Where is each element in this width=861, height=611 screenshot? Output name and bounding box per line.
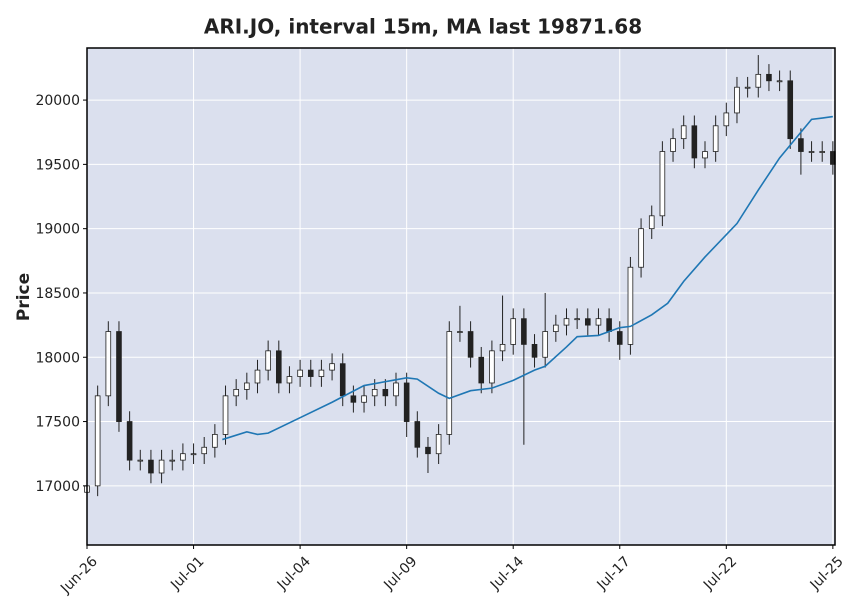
x-tick-label: Jul-09 — [380, 554, 420, 594]
candle-body — [425, 446, 431, 455]
candle-body — [233, 389, 239, 397]
x-tick-label: Jul-01 — [167, 554, 207, 594]
candle-body — [606, 318, 612, 332]
candle-body — [297, 369, 303, 377]
candle-body — [414, 421, 421, 448]
candle-body — [116, 331, 122, 422]
candle-body — [819, 151, 826, 153]
candle-body — [307, 369, 314, 377]
y-axis-label: Price — [14, 273, 34, 321]
candle-body — [585, 318, 591, 326]
candle-body — [244, 382, 250, 390]
candle-body — [510, 318, 517, 345]
candle-body — [339, 363, 346, 397]
candle-body — [691, 125, 698, 159]
x-tick-label: Jul-22 — [700, 554, 740, 594]
candle-body — [435, 434, 442, 455]
candle-body — [446, 331, 453, 435]
candle-body — [403, 382, 410, 422]
chart-title: ARI.JO, interval 15m, MA last 19871.68 — [204, 15, 642, 39]
candle-body — [275, 350, 282, 384]
candle-body — [94, 395, 101, 487]
x-tick-label: Jul-14 — [487, 554, 527, 594]
y-tick-label: 20000 — [35, 93, 80, 109]
candle-body — [212, 434, 218, 448]
candle-body — [798, 138, 804, 152]
candle-body — [702, 151, 708, 159]
y-tick-label: 18500 — [35, 286, 80, 302]
plot-frame — [86, 47, 836, 546]
y-tick-label: 17500 — [35, 415, 80, 431]
x-tick-label: Jul-17 — [594, 554, 634, 594]
candle-body — [553, 324, 559, 332]
candle-body — [808, 151, 815, 153]
candle-body — [393, 382, 399, 397]
candle-body — [595, 318, 602, 326]
candle-body — [254, 369, 261, 384]
plot-area — [87, 48, 835, 545]
candle-body — [787, 80, 794, 140]
candle-body — [350, 395, 357, 403]
candle-body — [148, 459, 154, 474]
candle-body — [766, 73, 772, 82]
candle-body — [467, 331, 474, 358]
candle-body — [382, 389, 389, 397]
candle-body — [776, 80, 783, 83]
candle-body — [180, 453, 186, 461]
candle-body — [521, 318, 527, 345]
candle-body — [531, 343, 538, 358]
candle-body — [105, 331, 112, 397]
candle-body — [670, 138, 676, 152]
candle-body — [616, 331, 623, 345]
x-tick-label: Jun-26 — [57, 554, 101, 598]
candle-body — [286, 376, 293, 384]
candle-body — [201, 446, 208, 455]
candle-body — [712, 125, 719, 152]
candle-body — [755, 73, 762, 88]
moving-average-line — [222, 115, 833, 441]
candle-body — [723, 112, 730, 127]
candle-body — [318, 369, 325, 377]
candle-body — [478, 356, 485, 384]
candle-body — [371, 389, 378, 397]
candle-body — [126, 421, 133, 461]
x-tick-label: Jul-25 — [807, 554, 847, 594]
candle-body — [574, 318, 580, 321]
candle-body — [265, 350, 271, 371]
candle-body — [190, 453, 197, 456]
candle-body — [659, 151, 666, 217]
y-tick-label: 18000 — [35, 350, 80, 366]
candle-body — [169, 459, 176, 462]
candle-body — [222, 395, 229, 435]
candle-body — [638, 228, 644, 268]
candle-body — [542, 331, 548, 358]
candle-body — [158, 459, 165, 474]
y-tick-label: 17000 — [35, 479, 80, 495]
candle-body — [563, 318, 570, 326]
candle-body — [489, 350, 495, 384]
y-tick-label: 19000 — [35, 222, 80, 238]
y-tick-label: 19500 — [35, 157, 80, 173]
x-tick-label: Jul-04 — [274, 554, 314, 594]
candle-body — [499, 343, 506, 352]
candle-body — [627, 266, 634, 345]
candle-body — [329, 363, 335, 371]
candle-body — [734, 86, 740, 114]
candle-body — [361, 395, 367, 403]
candle-body — [457, 331, 463, 333]
candle-body — [137, 459, 144, 462]
candle-body — [744, 86, 751, 89]
candle-body — [680, 125, 687, 140]
candle-body — [648, 215, 655, 230]
